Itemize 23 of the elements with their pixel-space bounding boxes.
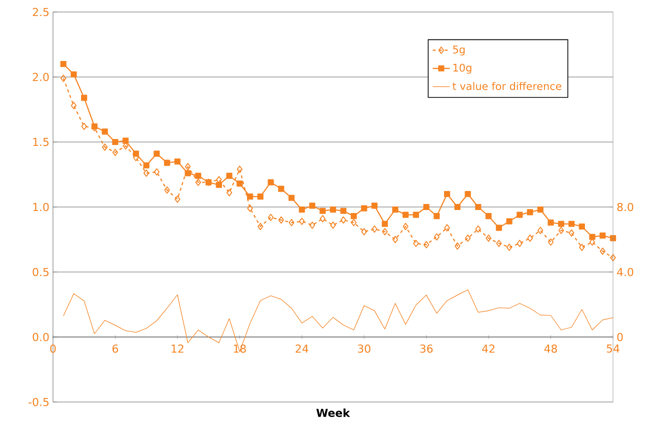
- y-tick-label: 1.0: [33, 202, 49, 212]
- x-tick-label: 6: [112, 344, 118, 353]
- x-tick-label: 48: [544, 344, 557, 353]
- x-tick-label: 54: [606, 344, 620, 353]
- y-tick-label: 2.0: [32, 72, 49, 82]
- x-tick-label: 36: [420, 344, 433, 353]
- x-tick-label: 30: [358, 344, 370, 353]
- y-tick-label: 0.5: [32, 268, 49, 276]
- legend-label: t value for difference: [452, 82, 562, 90]
- x-axis-title: Week: [316, 408, 350, 417]
- y2-tick-label: 4.0: [617, 268, 634, 276]
- y-tick-label: 1.5: [33, 138, 49, 146]
- y-tick-label: 2.5: [32, 8, 49, 16]
- legend-label: 10g: [453, 64, 472, 74]
- x-tick-label: 42: [482, 344, 494, 353]
- x-tick-label: 12: [172, 344, 184, 353]
- y-tick-label: 0.0: [32, 332, 49, 342]
- y2-tick-label: 0: [617, 332, 623, 342]
- y2-tick-label: 8.0: [617, 202, 634, 212]
- x-tick-label: 0: [50, 344, 56, 353]
- legend-label: 5g: [453, 46, 465, 56]
- y-tick-label: -0.5: [28, 398, 49, 406]
- x-tick-label: 24: [296, 344, 308, 353]
